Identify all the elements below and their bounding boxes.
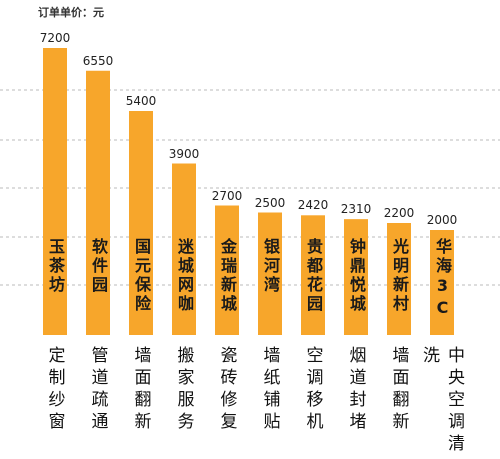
x-tick-label: 墙面翻新 (388, 346, 409, 434)
value-label: 2200 (383, 206, 415, 220)
bar (172, 163, 196, 335)
bar-label: 金瑞新城 (218, 238, 237, 314)
bar (86, 70, 110, 335)
x-tick-label: 空调移机 (302, 346, 323, 434)
value-label: 2700 (211, 188, 243, 203)
bar (430, 230, 454, 335)
bar-label: 软件园 (89, 238, 108, 295)
x-tick-label: 中央空调清洗 (419, 346, 464, 456)
bar-label: 钟鼎悦城 (347, 238, 366, 314)
x-tick-label: 烟道封堵 (345, 346, 366, 434)
bar-label: 光明新村 (390, 238, 409, 314)
value-label: 2420 (297, 198, 329, 213)
value-label: 5400 (125, 94, 157, 108)
value-label: 2000 (426, 213, 458, 227)
chart-title: 订单单价：元 (38, 6, 104, 19)
x-tick-label: 定制纱窗 (44, 346, 65, 434)
bar-label: 贵都花园 (304, 238, 323, 314)
x-tick-label: 搬家服务 (173, 346, 194, 434)
x-tick-label: 墙纸铺贴 (259, 346, 280, 434)
bar (387, 223, 411, 335)
value-label: 2500 (254, 195, 286, 210)
value-label: 2310 (340, 202, 372, 217)
bar-label: 玉茶坊 (46, 238, 65, 295)
bar (344, 219, 368, 335)
grid (0, 89, 500, 286)
bar-label: 银河湾 (261, 238, 280, 295)
bar-label: 华海3C (433, 238, 452, 320)
value-label: 6550 (82, 53, 114, 68)
bar-label: 迷城网咖 (175, 238, 194, 314)
bar (258, 212, 282, 335)
value-label: 7200 (39, 31, 71, 45)
value-label: 3900 (168, 146, 200, 161)
bar (215, 205, 239, 335)
bar (129, 111, 153, 335)
x-tick-label: 管道疏通 (87, 346, 108, 434)
bar (301, 215, 325, 335)
x-tick-label: 墙面翻新 (130, 346, 151, 434)
x-tick-label: 瓷砖修复 (216, 346, 237, 434)
bar (43, 48, 67, 335)
bar-label: 国元保险 (132, 238, 151, 314)
